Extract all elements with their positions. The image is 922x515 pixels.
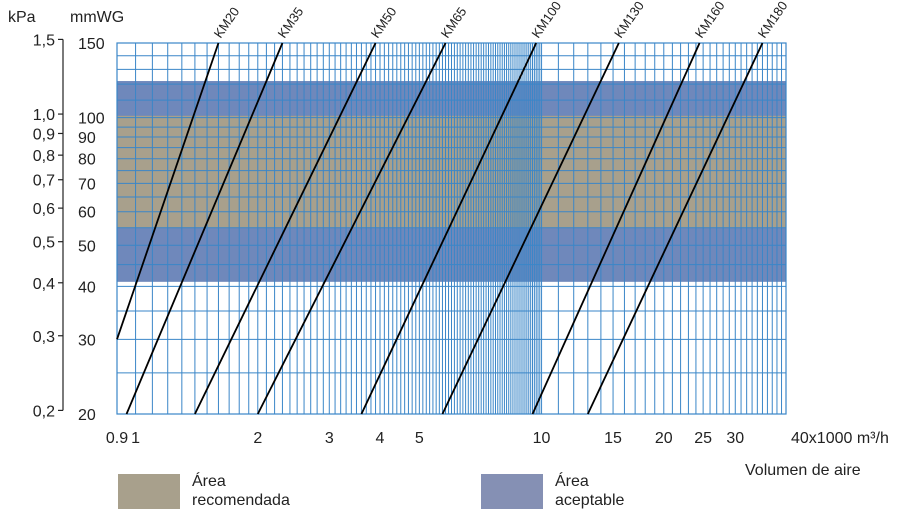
curve-label-km65: KM65: [438, 4, 470, 40]
kpa-tick-label: 0,6: [33, 201, 55, 218]
curve-label-km130: KM130: [611, 0, 647, 41]
curve-label-km100: KM100: [528, 0, 564, 41]
mmwg-tick-label: 70: [78, 176, 96, 193]
mmwg-tick-label: 80: [78, 152, 96, 169]
x-tick-label: 10: [533, 430, 551, 447]
mmwg-tick-label: 150: [78, 36, 105, 53]
kpa-tick-label: 0,7: [33, 173, 55, 190]
mmwg-tick-label: 90: [78, 130, 96, 147]
curve-label-km35: KM35: [275, 4, 307, 40]
mmwg-tick-label: 30: [78, 332, 96, 349]
curve-label-km50: KM50: [368, 4, 400, 40]
axes: 1,51,00,90,80,70,60,50,40,30,21501009080…: [33, 32, 889, 447]
mmwg-tick-label: 50: [78, 238, 96, 255]
legend-item-aceptable: Área aceptable: [481, 473, 625, 510]
curve-label-km180: KM180: [755, 0, 791, 41]
kpa-axis-unit: kPa: [8, 9, 36, 26]
x-tick-label: 5: [415, 430, 424, 447]
x-tick-label: 40x1000 m³/h: [791, 430, 889, 447]
legend-label-recomendada: Área recomendada: [192, 473, 290, 509]
kpa-tick-label: 0,5: [33, 235, 55, 252]
kpa-tick-label: 1,0: [33, 107, 55, 124]
x-tick-label: 25: [694, 430, 712, 447]
legend-item-recomendada: Área recomendada: [118, 473, 290, 510]
plot-frame: [116, 42, 787, 415]
kpa-tick-label: 1,5: [33, 32, 55, 49]
curve-km35: [125, 42, 284, 415]
x-tick-label: 1: [131, 430, 140, 447]
x-tick-label: 0.9: [106, 430, 128, 447]
curve-km65: [256, 42, 447, 415]
kpa-tick-label: 0,4: [33, 276, 55, 293]
legend-swatch-aceptable: [481, 474, 543, 509]
mmwg-tick-label: 20: [78, 407, 96, 424]
x-tick-label: 4: [376, 430, 385, 447]
kpa-tick-label: 0,2: [33, 403, 55, 420]
x-tick-label: 20: [655, 430, 673, 447]
legend-swatch-recomendada: [118, 474, 180, 509]
curve-km130: [441, 42, 620, 415]
mmwg-tick-label: 60: [78, 205, 96, 222]
x-axis-title: Volumen de aire: [745, 462, 861, 479]
curve-km100: [360, 42, 538, 415]
kpa-tick-label: 0,8: [33, 148, 55, 165]
curve-label-km160: KM160: [692, 0, 728, 41]
x-tick-label: 15: [604, 430, 622, 447]
kpa-tick-label: 0,9: [33, 126, 55, 143]
curve-km180: [587, 42, 764, 415]
legend-label-aceptable: Área aceptable: [555, 473, 625, 509]
curve-km20: [116, 42, 220, 340]
x-tick-label: 30: [726, 430, 744, 447]
curve-km50: [194, 42, 377, 415]
curve-label-km20: KM20: [211, 4, 243, 40]
curve-km160: [531, 42, 701, 415]
mmwg-axis-unit: mmWG: [70, 9, 124, 26]
x-tick-label: 2: [253, 430, 262, 447]
grid: [116, 42, 787, 415]
x-tick-label: 3: [325, 430, 334, 447]
kpa-tick-label: 0,3: [33, 329, 55, 346]
mmwg-tick-label: 40: [78, 279, 96, 296]
mmwg-tick-label: 100: [78, 111, 105, 128]
